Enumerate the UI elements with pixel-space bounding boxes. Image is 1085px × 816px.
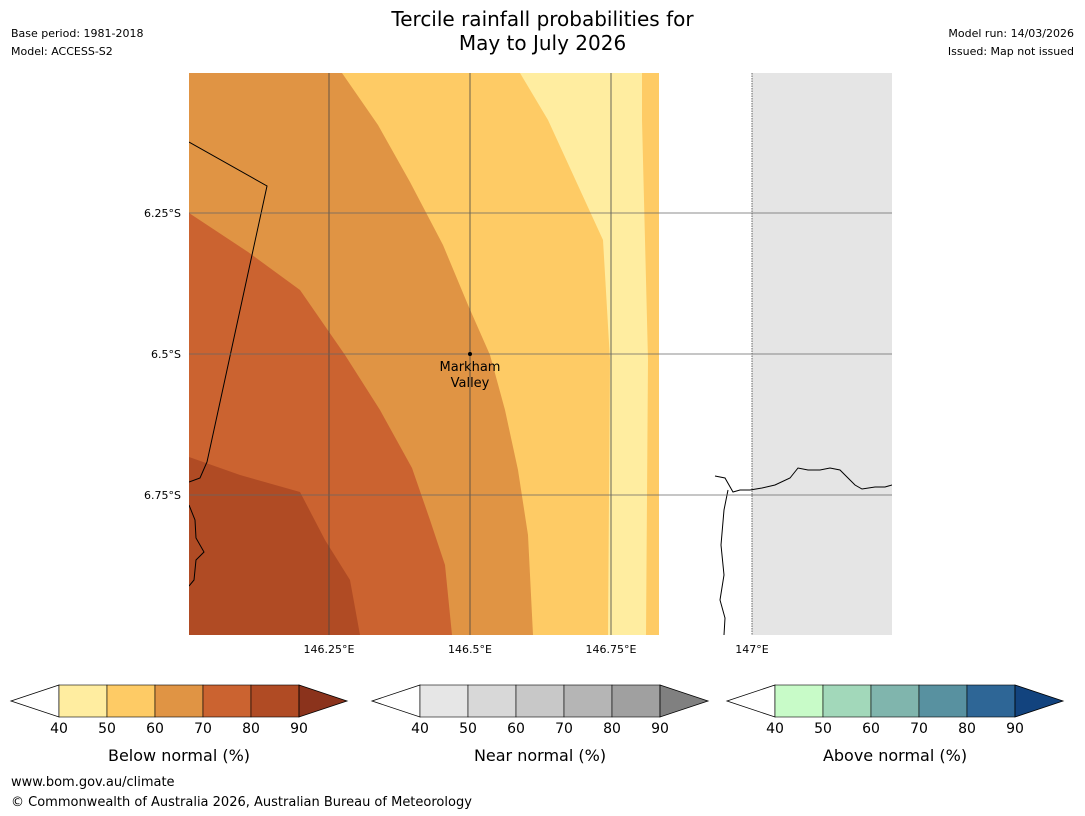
colorbar-segment (154, 684, 204, 718)
issued-status: Issued: Map not issued (947, 45, 1074, 58)
footer-url: www.bom.gov.au/climate (11, 775, 175, 790)
colorbar-extend-low (9, 684, 60, 718)
lat-label: 6.75°S (144, 489, 181, 502)
colorbar-tick-label: 60 (507, 721, 525, 737)
colorbar-tick-label: 50 (459, 721, 477, 737)
footer-copyright: © Commonwealth of Australia 2026, Austra… (11, 795, 472, 810)
place-label-line-1: Markham (440, 360, 501, 375)
map-title: Tercile rainfall probabilities for May t… (0, 7, 1085, 55)
colorbar-tick-label: 50 (814, 721, 832, 737)
colorbar-tick-label: 80 (242, 721, 260, 737)
band-below-40 (520, 73, 648, 635)
colorbar-extend-low (725, 684, 776, 718)
colorbar-1: 40 50 60 70 80 90 Below normal (%) (9, 684, 349, 765)
colorbar-title: Above normal (%) (823, 746, 967, 765)
model-name: Model: ACCESS-S2 (11, 45, 113, 58)
colorbar-title: Near normal (%) (474, 746, 606, 765)
colorbar-tick-label: 60 (146, 721, 164, 737)
colorbar-tick-label: 80 (958, 721, 976, 737)
colorbar-segment (58, 684, 108, 718)
lon-label: 147°E (735, 643, 768, 656)
lat-label: 6.25°S (144, 207, 181, 220)
lat-label: 6.5°S (151, 348, 181, 361)
colorbar-segment (419, 684, 469, 718)
colorbar-tick-label: 40 (50, 721, 68, 737)
meta-right: Model run: 14/03/2026 Issued: Map not is… (948, 25, 1074, 61)
colorbar-tick-label: 40 (766, 721, 784, 737)
colorbar-segment (822, 684, 872, 718)
model-run: Model run: 14/03/2026 (948, 27, 1074, 40)
coastline-west (719, 489, 729, 635)
title-line-1: Tercile rainfall probabilities for (391, 7, 694, 31)
colorbar-tick-label: 40 (411, 721, 429, 737)
colorbar-tick-label: 70 (555, 721, 573, 737)
colorbar-2: 40 50 60 70 80 90 Near normal (%) (370, 684, 710, 765)
colorbars: 40 50 60 70 80 90 Below normal (%) 40 50 60 70 80 90… (9, 684, 1065, 765)
boundary-line (189, 141, 268, 483)
lon-label: 146.25°E (304, 643, 355, 656)
lon-label: 146.75°E (586, 643, 637, 656)
colorbar-segment (611, 684, 661, 718)
colorbar-segment (966, 684, 1016, 718)
colorbar-extend-high (1014, 684, 1065, 718)
colorbar-segment (467, 684, 517, 718)
colorbar-tick-label: 70 (910, 721, 928, 737)
colorbar-tick-label: 60 (862, 721, 880, 737)
title-line-2: May to July 2026 (458, 31, 627, 55)
colorbar-segment (774, 684, 824, 718)
colorbar-tick-label: 70 (194, 721, 212, 737)
colorbar-segment (515, 684, 565, 718)
colorbar-extend-low (370, 684, 421, 718)
meta-left: Base period: 1981-2018 Model: ACCESS-S2 (11, 25, 143, 61)
base-period: Base period: 1981-2018 (11, 27, 144, 40)
colorbar-tick-label: 50 (98, 721, 116, 737)
coastline-southwest (189, 504, 205, 587)
colorbar-tick-label: 90 (651, 721, 669, 737)
colorbar-tick-label: 80 (603, 721, 621, 737)
colorbar-segment (202, 684, 252, 718)
colorbar-extend-high (659, 684, 710, 718)
coastline (714, 467, 892, 493)
colorbar-title: Below normal (%) (108, 746, 250, 765)
colorbar-segment (870, 684, 920, 718)
colorbar-3: 40 50 60 70 80 90 Above normal (%) (725, 684, 1065, 765)
colorbar-segment (250, 684, 300, 718)
map-area: Markham Valley (189, 73, 892, 635)
colorbar-segment (106, 684, 156, 718)
colorbar-tick-label: 90 (1006, 721, 1024, 737)
colorbar-tick-label: 90 (290, 721, 308, 737)
lon-label: 146.5°E (448, 643, 492, 656)
colorbar-extend-high (298, 684, 349, 718)
place-marker (468, 352, 472, 356)
colorbar-segment (918, 684, 968, 718)
band-below-80 (189, 457, 360, 635)
place-label-line-2: Valley (451, 376, 490, 391)
colorbar-segment (563, 684, 613, 718)
